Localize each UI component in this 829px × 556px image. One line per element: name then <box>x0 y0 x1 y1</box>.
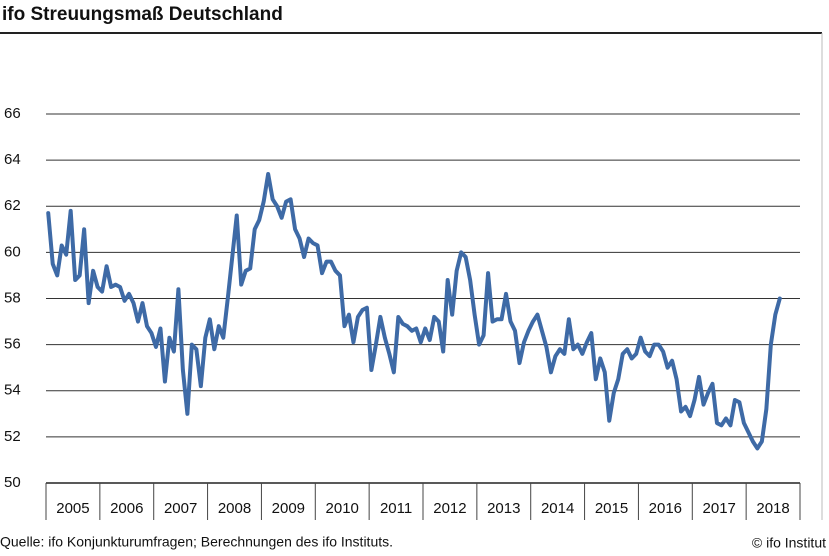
source-note: Quelle: ifo Konjunkturumfragen; Berechnu… <box>0 534 393 550</box>
x-tick-label: 2010 <box>326 500 359 517</box>
x-tick-label: 2016 <box>649 500 682 517</box>
y-tick-label: 52 <box>4 428 21 445</box>
x-tick-label: 2006 <box>110 500 143 517</box>
chart-title: ifo Streuungsmaß Deutschland <box>2 4 283 25</box>
y-tick-label: 54 <box>4 382 21 399</box>
copyright: © ifo Institut <box>752 535 826 551</box>
x-tick-label: 2009 <box>272 500 305 517</box>
x-tick-label: 2014 <box>541 500 574 517</box>
x-tick-label: 2011 <box>380 500 412 517</box>
y-tick-label: 64 <box>4 151 21 168</box>
y-tick-label: 60 <box>4 243 21 260</box>
x-tick-label: 2005 <box>56 500 89 517</box>
x-tick-label: 2007 <box>164 500 197 517</box>
x-tick-label: 2012 <box>433 500 466 517</box>
data-line <box>46 171 782 451</box>
y-tick-label: 50 <box>4 474 21 491</box>
y-tick-label: 56 <box>4 336 21 353</box>
x-tick-label: 2008 <box>218 500 251 517</box>
x-tick-label: 2018 <box>756 500 789 517</box>
y-tick-label: 62 <box>4 197 21 214</box>
x-tick-label: 2013 <box>487 500 520 517</box>
x-tick-label: 2017 <box>703 500 736 517</box>
x-tick-label: 2015 <box>595 500 628 517</box>
y-tick-label: 58 <box>4 289 21 306</box>
y-tick-label: 66 <box>4 105 21 122</box>
